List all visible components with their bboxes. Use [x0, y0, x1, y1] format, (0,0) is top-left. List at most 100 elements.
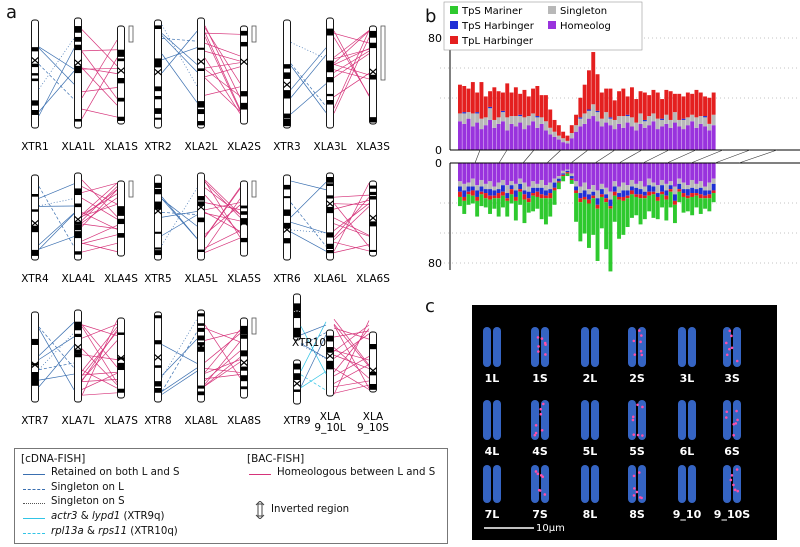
- bar-homeolog: [677, 163, 682, 179]
- bar-singleton: [531, 113, 535, 122]
- bar-singleton: [625, 185, 630, 191]
- fish-signal: [635, 490, 639, 494]
- bar-tps_harbinger: [655, 193, 660, 197]
- bar-singleton: [561, 170, 566, 174]
- inverted-region-icon: [251, 317, 257, 335]
- bar-tpl_harbinger: [625, 195, 630, 199]
- bar-tps_mariner: [535, 196, 540, 209]
- bar-tps_harbinger: [630, 186, 634, 191]
- inverted-region-icon: [251, 180, 257, 198]
- bar-tpl_harbinger: [548, 193, 553, 199]
- bar-singleton: [513, 183, 518, 191]
- bac-link: [81, 242, 118, 252]
- bar-singleton: [694, 183, 699, 190]
- bar-tpl_harbinger: [660, 191, 664, 195]
- fish-signal: [632, 474, 636, 478]
- bar-tpl_harbinger: [608, 88, 613, 118]
- bar-tps_mariner: [552, 190, 557, 205]
- bar-singleton: [505, 117, 510, 131]
- cdna-link: [290, 83, 327, 115]
- actr3-gene: actr3: [51, 511, 78, 522]
- bac-link: [204, 341, 241, 385]
- chromatid: [591, 400, 599, 440]
- bar-homeolog: [552, 163, 557, 179]
- bac-link: [204, 237, 241, 253]
- chromatid: [688, 400, 696, 440]
- bar-singleton: [556, 135, 561, 140]
- bar-tps_mariner: [660, 194, 664, 208]
- connector-line: [714, 149, 751, 164]
- bar-homeolog: [582, 163, 587, 183]
- fish-signal: [736, 418, 739, 422]
- bar-tpl_harbinger: [522, 89, 527, 118]
- bar-tps_harbinger: [462, 112, 467, 114]
- bar-tpl_harbinger: [513, 87, 518, 117]
- xla-s-ideogram: [240, 317, 248, 399]
- fish-signal: [536, 472, 540, 476]
- bac-link: [81, 186, 118, 205]
- bar-tps_mariner: [483, 198, 488, 208]
- bar-tps_harbinger: [522, 190, 527, 195]
- bar-tps_harbinger: [479, 186, 484, 192]
- karyotype-label: 6L: [680, 445, 695, 458]
- chart-legend: [443, 1, 643, 51]
- bar-tpl_harbinger: [539, 194, 544, 199]
- bar-tpl_harbinger: [574, 114, 578, 126]
- bar-singleton: [621, 182, 626, 191]
- bar-tps_mariner: [518, 191, 523, 205]
- bar-homeolog: [621, 163, 626, 183]
- bac-link: [81, 223, 118, 229]
- cdna-link: [161, 35, 198, 73]
- bac-link: [81, 234, 118, 244]
- bar-tps_harbinger: [647, 185, 652, 192]
- bac-link: [204, 77, 241, 112]
- bar-singleton: [518, 178, 523, 184]
- bar-singleton: [535, 117, 540, 128]
- bar-homeolog: [539, 123, 544, 150]
- bar-singleton: [642, 186, 647, 192]
- bar-tps_mariner: [539, 198, 544, 220]
- chromatid: [581, 400, 589, 440]
- cdna-link: [38, 328, 75, 390]
- bar-singleton: [668, 181, 673, 186]
- bar-singleton: [651, 182, 656, 187]
- panel-letter-b: b: [425, 6, 437, 27]
- bar-tpl_harbinger: [458, 191, 462, 197]
- bar-homeolog: [642, 127, 647, 150]
- bar-tps_harbinger: [638, 189, 643, 195]
- fish-signal: [639, 349, 643, 353]
- xla-l-ideogram: [74, 172, 82, 261]
- bar-tps_mariner: [492, 198, 497, 209]
- bar-singleton: [518, 116, 523, 123]
- bar-homeolog: [647, 163, 652, 179]
- bar-homeolog: [707, 163, 712, 183]
- fish-signal: [725, 353, 729, 357]
- bar-homeolog: [513, 126, 518, 150]
- bar-tpl_harbinger: [664, 195, 669, 200]
- bar-homeolog: [526, 163, 531, 187]
- bar-tps_mariner: [578, 202, 583, 242]
- cdna-link: [161, 344, 198, 364]
- bar-homeolog: [548, 163, 553, 183]
- bar-tps_harbinger: [703, 116, 707, 118]
- retained-label: Retained on both L and S: [51, 467, 180, 478]
- bar-singleton: [591, 104, 596, 117]
- xla-s-ideogram: [117, 317, 125, 399]
- bar-homeolog: [660, 163, 664, 180]
- cdna-link: [161, 338, 198, 376]
- bar-homeolog: [685, 125, 690, 150]
- bar-homeolog: [535, 163, 540, 184]
- bar-tps_mariner: [595, 208, 600, 261]
- fish-signal: [724, 341, 728, 345]
- bar-tps_harbinger: [608, 117, 613, 119]
- bar-singleton: [565, 140, 570, 144]
- bar-tps_harbinger: [621, 190, 626, 197]
- bar-homeolog: [673, 163, 677, 187]
- bar-tpl_harbinger: [651, 89, 656, 114]
- bar-homeolog: [531, 163, 535, 182]
- bar-homeolog: [630, 163, 634, 180]
- bar-tpl_harbinger: [565, 172, 570, 174]
- cdna-link: [38, 38, 75, 90]
- bac-link: [81, 51, 118, 99]
- bar-singleton: [578, 186, 583, 194]
